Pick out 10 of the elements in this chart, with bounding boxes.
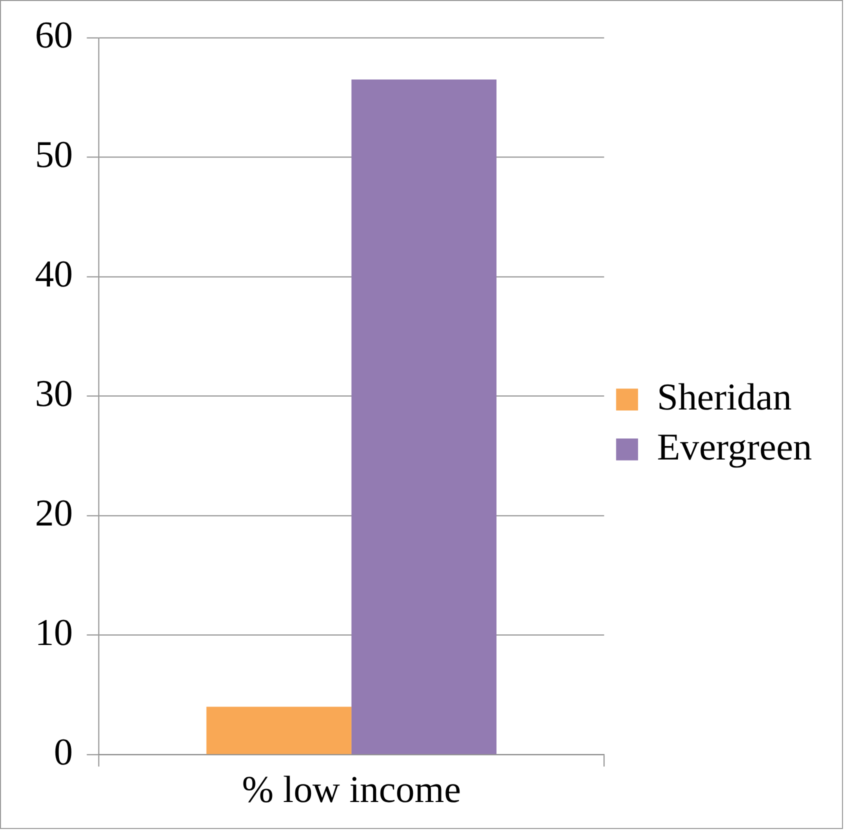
legend-label: Sheridan <box>657 376 792 418</box>
y-tick-label: 40 <box>34 254 73 296</box>
y-tick-label: 30 <box>34 373 73 416</box>
y-tick-label: 10 <box>34 612 73 654</box>
y-tick-label: 20 <box>34 492 73 535</box>
legend-label: Evergreen <box>657 426 812 468</box>
y-tick-label: 0 <box>54 732 73 774</box>
y-tick-label: 50 <box>34 134 73 176</box>
y-tick-label: 60 <box>34 14 73 57</box>
x-tick-label: % low income <box>242 769 461 812</box>
